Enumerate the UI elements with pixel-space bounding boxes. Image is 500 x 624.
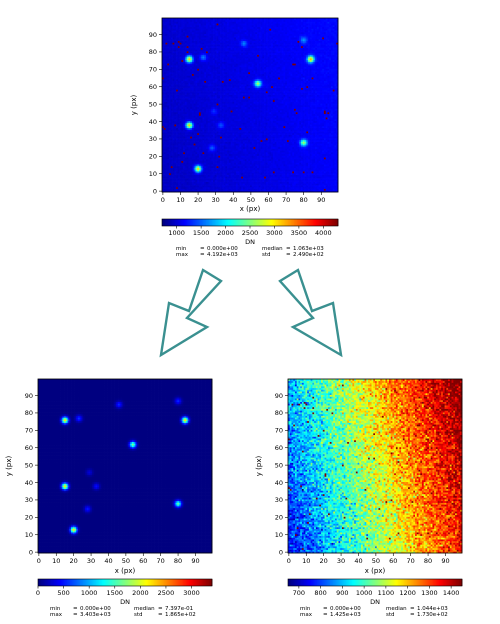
panel-full-image: 0 10 20 30 40 50 60 70 80 90 0102030405060708090 …	[130, 18, 338, 258]
image-full	[162, 18, 338, 192]
